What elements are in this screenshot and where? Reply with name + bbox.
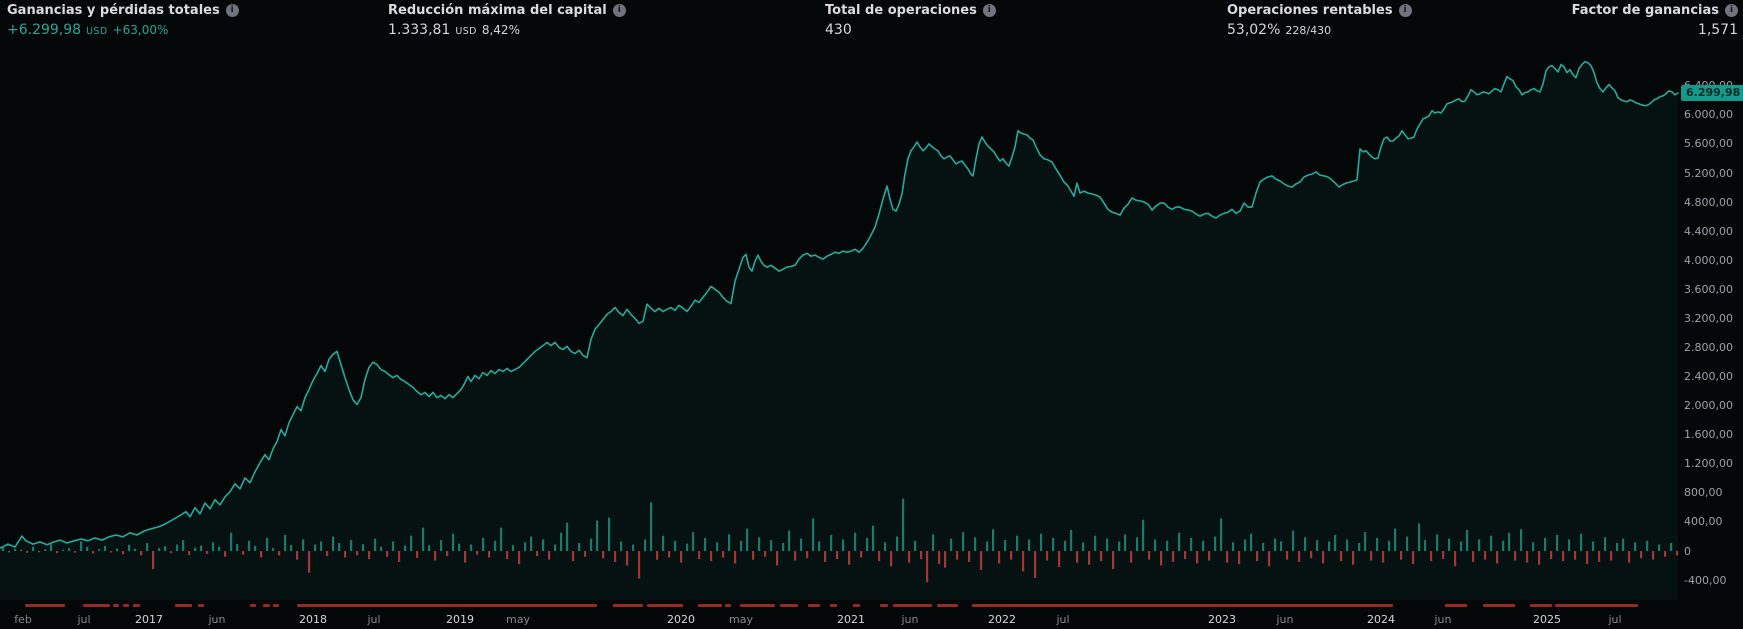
time-scale-year-label: 2025 [1533, 613, 1561, 626]
stat-profit-factor-label: Factor de ganancias [1571, 3, 1719, 18]
price-scale-label: 2.800,00 [1684, 340, 1733, 354]
price-scale-label: 2.000,00 [1684, 399, 1733, 413]
info-icon[interactable]: i [612, 4, 626, 17]
info-icon[interactable]: i [1398, 4, 1412, 17]
price-scale-label: 800,00 [1684, 486, 1723, 500]
stat-total-pnl-value: +6.299,98 USD +63,00% [7, 22, 239, 38]
price-scale-label: 5.200,00 [1684, 166, 1733, 180]
time-scale-month-label: jul [77, 613, 91, 626]
price-scale-label: 3.200,00 [1684, 311, 1733, 325]
percent-label: 8,42% [481, 23, 520, 37]
stat-max-drawdown-value: 1.333,81 USD 8,42% [388, 22, 626, 38]
stat-total-trades: Total de operaciones i 430 [825, 2, 996, 38]
stat-profitable-trades-label: Operaciones rentables [1227, 3, 1393, 18]
currency-label: USD [86, 26, 108, 37]
time-scale-year-label: 2019 [446, 613, 474, 626]
stat-total-trades-value: 430 [825, 22, 996, 38]
stat-profitable-trades: Operaciones rentables i 53,02% 228/430 [1227, 2, 1412, 38]
time-scale-month-label: jun [901, 613, 919, 626]
percent-label: +63,00% [112, 23, 169, 37]
price-scale-label: -400,00 [1684, 573, 1727, 587]
time-scale-year-label: 2024 [1367, 613, 1395, 626]
time-scale-month-label: may [506, 613, 530, 626]
info-icon[interactable]: i [982, 4, 996, 17]
time-scale-month-label: feb [14, 613, 32, 626]
stat-value-number: 430 [825, 22, 852, 38]
stat-total-pnl: Ganancias y pérdidas totales i +6.299,98… [7, 2, 239, 38]
price-scale-label: 5.600,00 [1684, 137, 1733, 151]
price-scale-label: 0 [1684, 544, 1691, 558]
time-scale-year-label: 2023 [1208, 613, 1236, 626]
stat-value-number: 1,571 [1697, 22, 1738, 38]
time-scale-month-label: jul [1056, 613, 1070, 626]
stat-max-drawdown: Reducción máxima del capital i 1.333,81 … [388, 2, 626, 38]
time-scale-year-label: 2021 [837, 613, 865, 626]
trades-ratio-label: 228/430 [1285, 24, 1332, 37]
price-scale-label: 4.000,00 [1684, 253, 1733, 267]
time-scale-year-label: 2020 [667, 613, 695, 626]
info-icon[interactable]: i [225, 4, 239, 17]
info-icon[interactable]: i [1725, 4, 1738, 17]
time-scale-month-label: jun [208, 613, 226, 626]
currency-label: USD [455, 26, 477, 37]
time-scale-month-label: jun [1434, 613, 1452, 626]
stat-total-pnl-label: Ganancias y pérdidas totales [7, 3, 220, 18]
time-scale-year-label: 2018 [299, 613, 327, 626]
price-scale-label: 6.000,00 [1684, 108, 1733, 122]
stat-value-number: 1.333,81 [388, 22, 451, 38]
stat-profit-factor: Factor de ganancias i 1,571 [1572, 2, 1738, 38]
stat-value-number: 53,02% [1227, 22, 1281, 38]
time-scale-month-label: may [729, 613, 753, 626]
time-scale-month-label: jul [1608, 613, 1622, 626]
price-scale-label: 400,00 [1684, 515, 1723, 529]
stat-value-number: +6.299,98 [7, 22, 82, 38]
stat-total-trades-label: Total de operaciones [825, 3, 977, 18]
price-scale-label: 2.400,00 [1684, 370, 1733, 383]
time-scale-year-label: 2017 [135, 613, 163, 626]
price-scale-label: 1.200,00 [1684, 457, 1733, 471]
price-scale-label: 4.400,00 [1684, 224, 1733, 238]
price-scale-label: 4.800,00 [1684, 195, 1733, 209]
stat-profitable-trades-value: 53,02% 228/430 [1227, 22, 1412, 38]
stat-max-drawdown-label: Reducción máxima del capital [388, 3, 607, 18]
price-scale-label: 1.600,00 [1684, 428, 1733, 442]
last-value-badge: 6.299,98 [1681, 85, 1743, 101]
time-scale-year-label: 2022 [988, 613, 1016, 626]
price-scale-label: 3.600,00 [1684, 282, 1733, 296]
time-scale-month-label: jul [367, 613, 381, 626]
stat-profit-factor-value: 1,571 [1572, 22, 1738, 38]
time-scale-month-label: jun [1276, 613, 1294, 626]
